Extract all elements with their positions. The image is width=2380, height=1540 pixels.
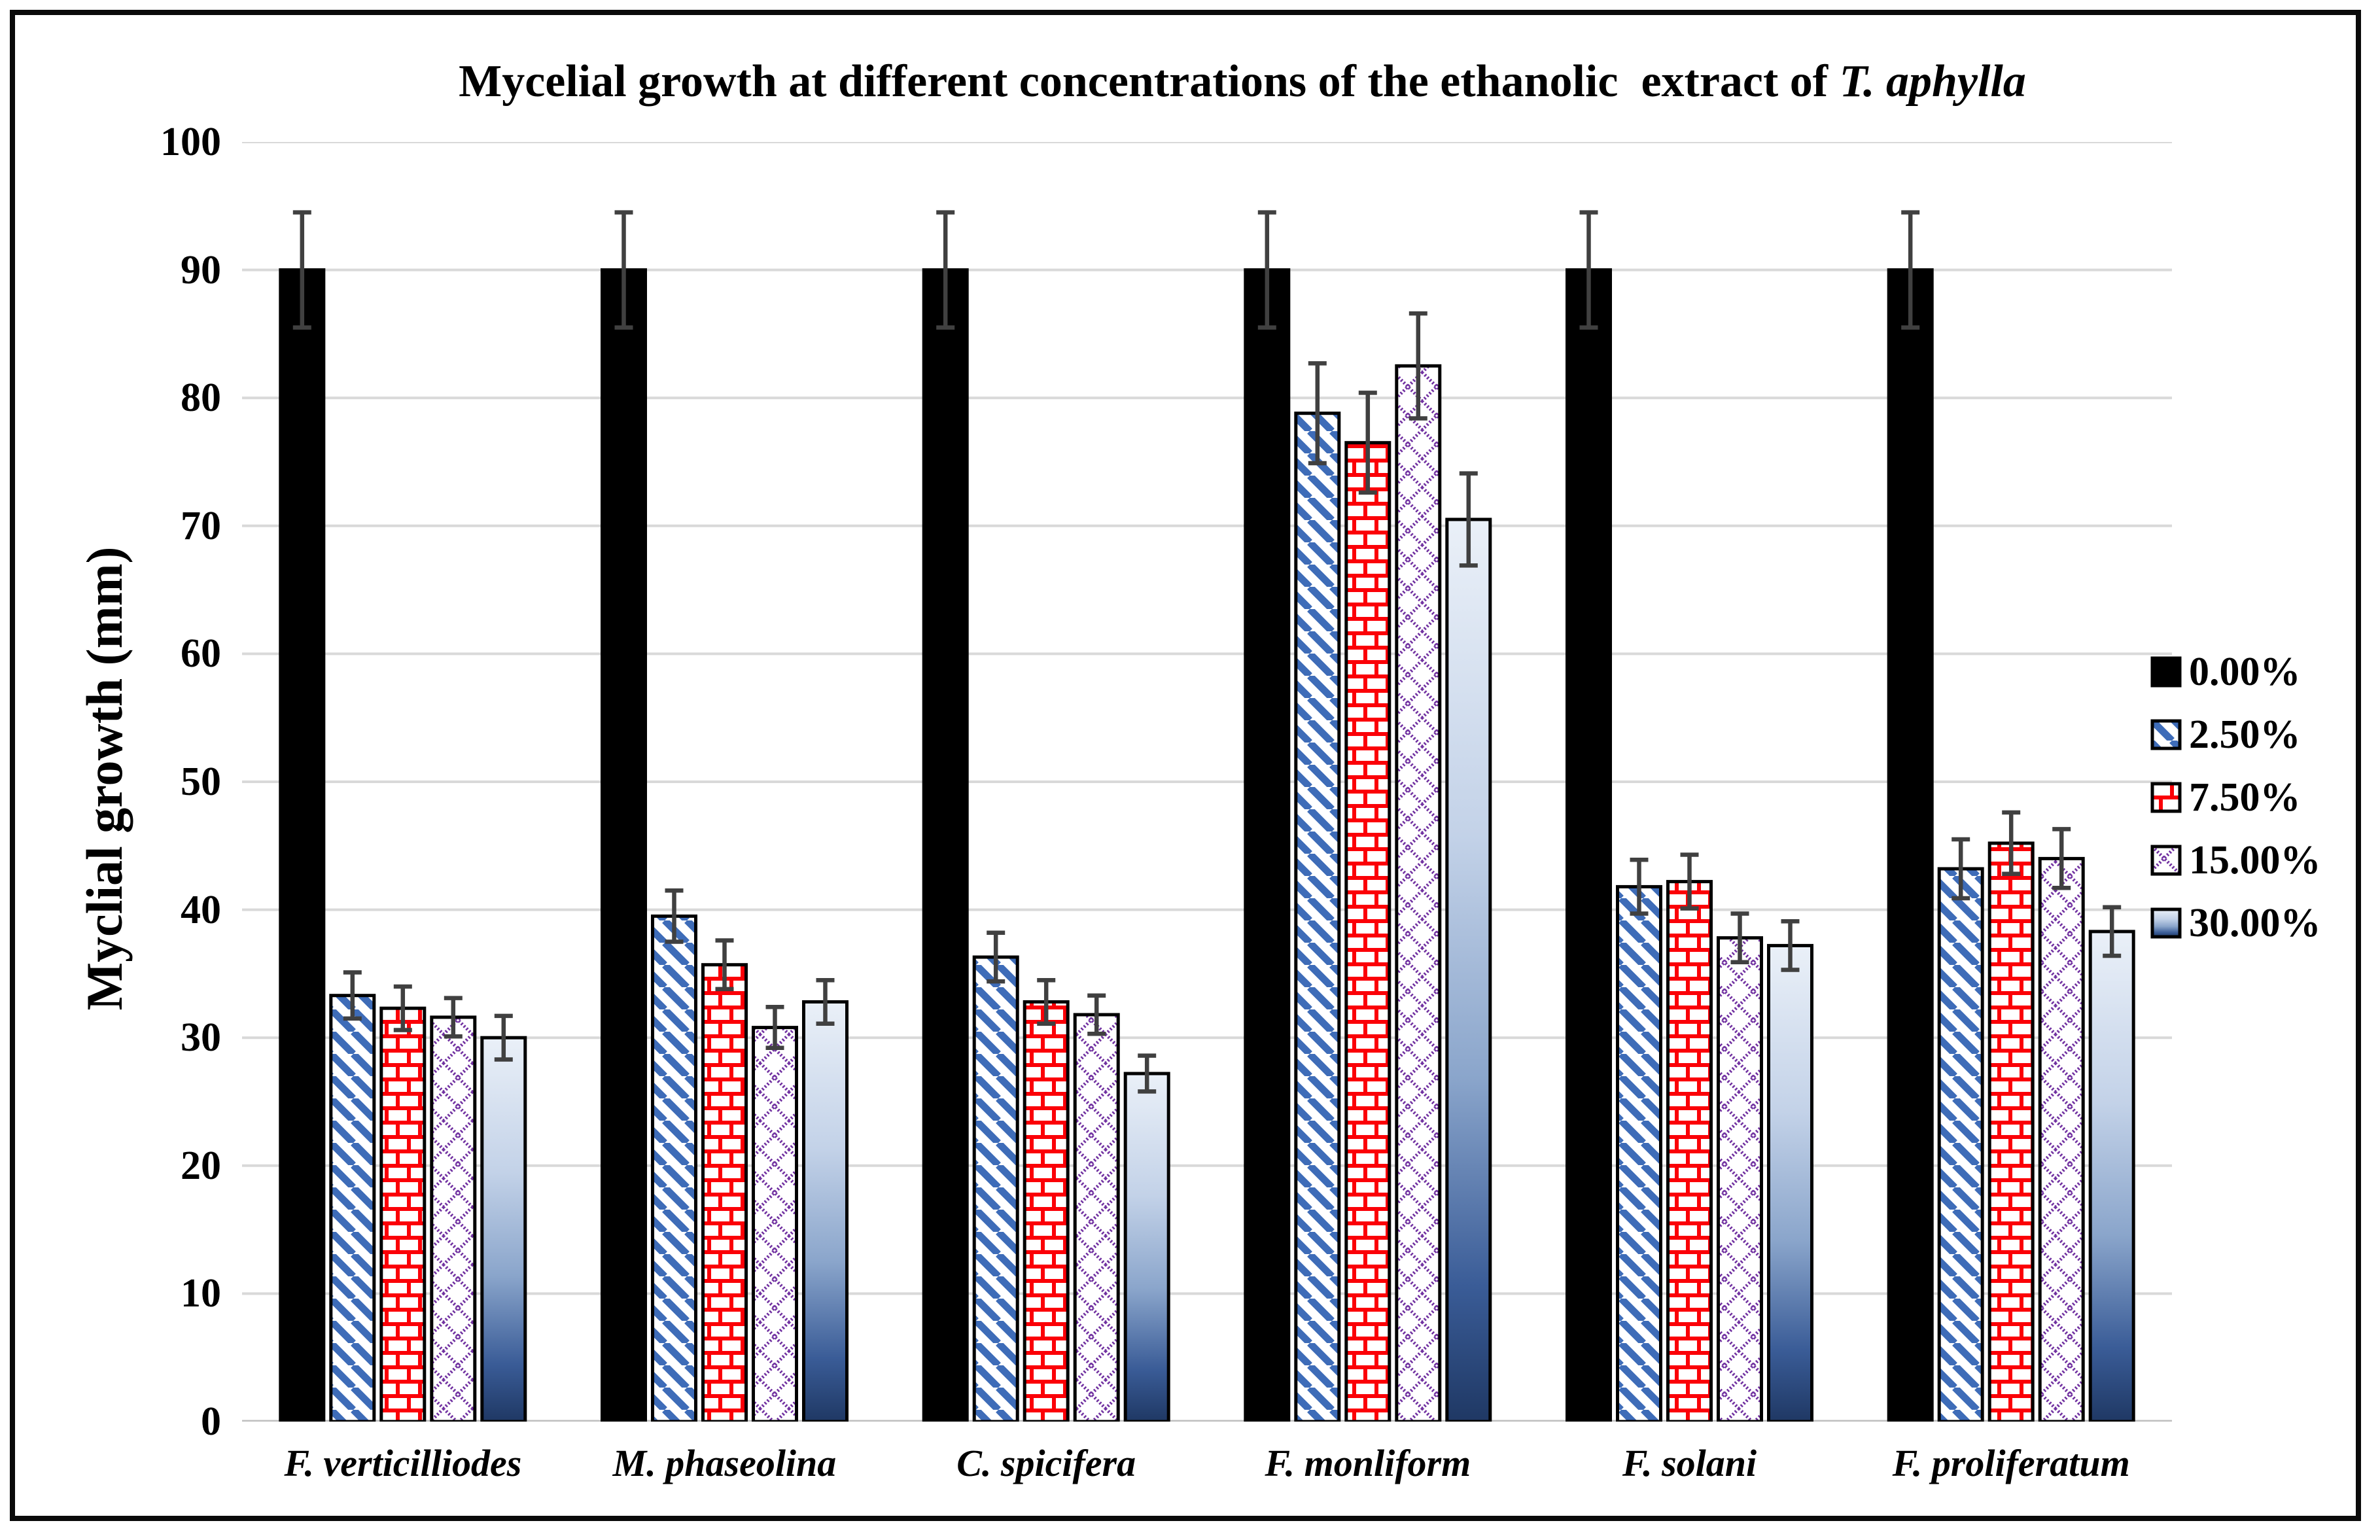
- error-bar-series0-group5: [1901, 210, 1920, 330]
- y-tick-label-50: 50: [181, 760, 221, 804]
- error-bar-series2-group5: [2002, 810, 2021, 877]
- error-bar-series0-group1: [614, 210, 633, 330]
- legend-label: 15.00%: [2189, 837, 2321, 883]
- legend-swatch-icon: [2150, 656, 2182, 688]
- bar-series2-group2: [1023, 1000, 1070, 1422]
- bar-series0-group1: [601, 268, 647, 1422]
- bar-series4-group1: [802, 1000, 849, 1422]
- x-category-label-0: F. verticilliodes: [284, 1442, 522, 1484]
- chart-title-species: T. aphylla: [1839, 56, 2026, 107]
- legend-swatch-icon: [2150, 845, 2182, 876]
- bar-series0-group2: [922, 268, 969, 1422]
- bar-series0-group3: [1244, 268, 1291, 1422]
- legend-label: 30.00%: [2189, 900, 2321, 945]
- error-bar-series3-group2: [1087, 993, 1106, 1036]
- y-tick-label-90: 90: [181, 247, 221, 292]
- bar-series1-group1: [651, 914, 697, 1422]
- error-bar-series2-group2: [1037, 977, 1056, 1026]
- error-bar-series4-group2: [1138, 1053, 1157, 1094]
- error-bar-series4-group5: [2103, 905, 2122, 958]
- error-bar-series3-group1: [765, 1005, 784, 1051]
- bar-series3-group5: [2038, 856, 2085, 1422]
- bar-series2-group5: [1987, 841, 2035, 1422]
- error-bar-series2-group1: [715, 938, 734, 992]
- x-category-label-3: F. monliform: [1265, 1442, 1471, 1484]
- error-bar-series3-group3: [1409, 311, 1427, 421]
- bar-series3-group1: [752, 1026, 798, 1422]
- error-bar-series0-group0: [292, 210, 311, 330]
- bar-series2-group3: [1344, 441, 1391, 1422]
- error-bar-series1-group2: [987, 930, 1006, 984]
- bar-series4-group0: [480, 1036, 527, 1422]
- error-bar-series3-group5: [2052, 827, 2071, 890]
- legend-item-7.50%: 7.50%: [2150, 766, 2366, 829]
- bar-series2-group4: [1666, 880, 1713, 1422]
- chart-title: Mycelial growth at different concentrati…: [52, 56, 2380, 107]
- bar-series1-group5: [1937, 867, 1984, 1422]
- legend-item-2.50%: 2.50%: [2150, 703, 2366, 766]
- legend-item-30.00%: 30.00%: [2150, 892, 2366, 954]
- y-tick-label-80: 80: [181, 376, 221, 421]
- error-bar-series0-group3: [1257, 210, 1276, 330]
- chart-title-text: Mycelial growth at different concentrati…: [459, 56, 1840, 107]
- legend-swatch-icon: [2150, 907, 2182, 939]
- bar-series4-group4: [1767, 943, 1813, 1422]
- y-tick-label-60: 60: [181, 631, 221, 676]
- bar-series4-group3: [1445, 517, 1492, 1422]
- error-bar-series2-group4: [1680, 852, 1699, 911]
- x-category-label-5: F. proliferatum: [1892, 1442, 2130, 1484]
- error-bar-series1-group3: [1308, 361, 1327, 466]
- y-tick-label-100: 100: [160, 120, 221, 164]
- error-bar-series4-group4: [1781, 919, 1800, 972]
- y-tick-label-20: 20: [181, 1143, 221, 1188]
- error-bar-series1-group5: [1951, 837, 1970, 901]
- bar-series0-group0: [279, 268, 326, 1422]
- bar-series2-group1: [701, 963, 748, 1422]
- bar-series1-group4: [1616, 884, 1662, 1422]
- x-category-label-2: C. spicifera: [956, 1442, 1136, 1484]
- error-bar-series2-group0: [393, 984, 412, 1032]
- legend-label: 0.00%: [2189, 649, 2301, 694]
- bar-series0-group4: [1566, 268, 1612, 1422]
- error-bar-series3-group0: [444, 996, 463, 1039]
- bar-series4-group5: [2088, 930, 2135, 1422]
- error-bar-series1-group4: [1630, 858, 1649, 916]
- legend: 0.00% 2.50% 7.50% 15.00% 30.00%: [2150, 640, 2366, 954]
- error-bar-series0-group2: [936, 210, 955, 330]
- error-bar-series1-group0: [343, 970, 362, 1021]
- bar-series1-group0: [329, 994, 376, 1422]
- bar-series3-group4: [1717, 936, 1763, 1422]
- error-bar-series4-group0: [494, 1013, 513, 1062]
- error-bar-series4-group1: [816, 977, 835, 1026]
- legend-swatch-icon: [2150, 782, 2182, 813]
- y-tick-label-70: 70: [181, 503, 221, 548]
- bar-series1-group3: [1294, 411, 1341, 1422]
- y-tick-label-40: 40: [181, 887, 221, 932]
- x-category-label-4: F. solani: [1622, 1442, 1757, 1484]
- bar-series3-group2: [1073, 1013, 1120, 1422]
- error-bar-series3-group4: [1730, 911, 1749, 965]
- error-bar-series4-group3: [1459, 471, 1478, 568]
- figure-border: [10, 10, 2361, 1521]
- legend-label: 7.50%: [2189, 775, 2301, 820]
- bar-series3-group3: [1395, 364, 1442, 1422]
- legend-swatch-icon: [2150, 719, 2182, 750]
- plot-area: [242, 142, 2172, 1422]
- x-category-label-1: M. phaseolina: [612, 1442, 837, 1484]
- error-bar-series0-group4: [1579, 210, 1598, 330]
- y-tick-label-10: 10: [181, 1271, 221, 1316]
- error-bar-series2-group3: [1358, 391, 1377, 495]
- bar-series4-group2: [1123, 1072, 1170, 1422]
- y-tick-label-30: 30: [181, 1015, 221, 1060]
- bar-series0-group5: [1887, 268, 1934, 1422]
- bar-series3-group0: [430, 1015, 477, 1422]
- legend-item-15.00%: 15.00%: [2150, 829, 2366, 892]
- legend-item-0.00%: 0.00%: [2150, 640, 2366, 703]
- legend-label: 2.50%: [2189, 712, 2301, 757]
- y-tick-label-0: 0: [201, 1399, 221, 1444]
- bar-series1-group2: [972, 955, 1019, 1422]
- error-bar-series1-group1: [665, 888, 684, 944]
- bar-series2-group0: [379, 1006, 427, 1422]
